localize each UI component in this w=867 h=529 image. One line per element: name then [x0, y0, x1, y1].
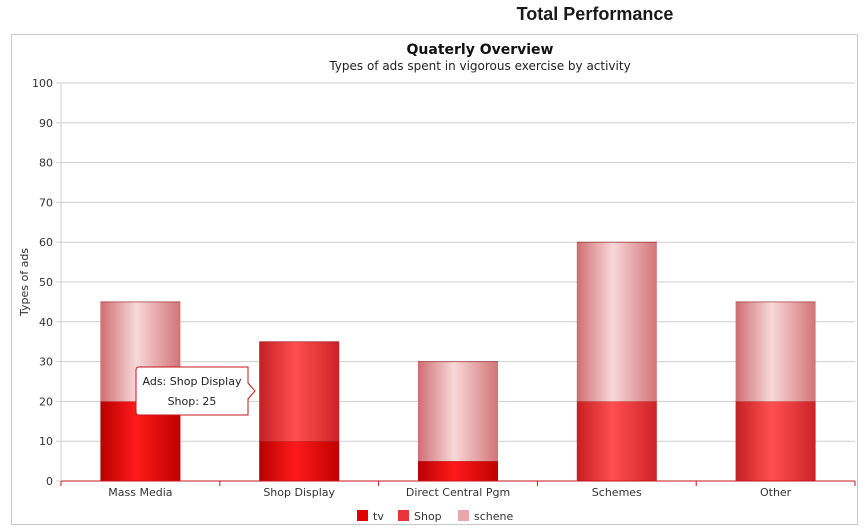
bar-schene-3 [576, 242, 657, 402]
bar-tv-2 [418, 461, 498, 481]
page-title: Total Performance [516, 4, 674, 24]
y-tick-label-0: 0 [46, 475, 53, 488]
legend-label-schene: schene [474, 510, 513, 523]
tooltip-line2: Shop: 25 [168, 395, 217, 408]
y-tick-label-60: 60 [39, 236, 53, 249]
legend: tv Shop schene [357, 510, 513, 523]
bar-schene-4 [735, 301, 816, 402]
y-tick-label-70: 70 [39, 196, 53, 209]
legend-swatch-Shop [398, 510, 409, 521]
x-tick-label-4: Other [760, 486, 792, 499]
x-tick-label-1: Shop Display [263, 486, 335, 499]
tooltip: Ads: Shop Display Shop: 25 [135, 366, 256, 416]
y-axis-ticks: 0 10 20 30 40 50 60 70 80 90 100 [32, 77, 61, 488]
y-tick-label-90: 90 [39, 117, 53, 130]
y-tick-label-50: 50 [39, 276, 53, 289]
x-tick-label-2: Direct Central Pgm [406, 486, 510, 499]
x-tick-label-3: Schemes [592, 486, 642, 499]
bars [100, 241, 816, 481]
y-tick-label-20: 20 [39, 395, 53, 408]
legend-swatch-tv [357, 510, 368, 521]
bar-tv-1 [259, 441, 340, 481]
tooltip-box [135, 366, 256, 416]
y-tick-label-40: 40 [39, 316, 53, 329]
x-axis: Mass Media Shop Display Direct Central Pgm… [60, 83, 856, 499]
y-tick-label-30: 30 [39, 356, 53, 369]
tooltip-line1: Ads: Shop Display [143, 375, 242, 388]
bar-Shop-3 [576, 401, 657, 481]
chart-title: Quaterly Overview [407, 42, 554, 58]
chart-subtitle: Types of ads spent in vigorous exercise … [328, 59, 630, 73]
y-axis-label: Types of ads [18, 248, 31, 317]
y-tick-label-80: 80 [39, 157, 53, 170]
bar-Shop-1 [259, 341, 340, 442]
bar-Shop-4 [735, 401, 816, 481]
legend-label-Shop: Shop [414, 510, 442, 523]
legend-swatch-schene [458, 510, 469, 521]
x-tick-label-0: Mass Media [108, 486, 172, 499]
y-tick-label-10: 10 [39, 435, 53, 448]
y-tick-label-100: 100 [32, 77, 53, 90]
legend-label-tv: tv [373, 510, 384, 523]
bar-schene-2 [418, 361, 498, 462]
